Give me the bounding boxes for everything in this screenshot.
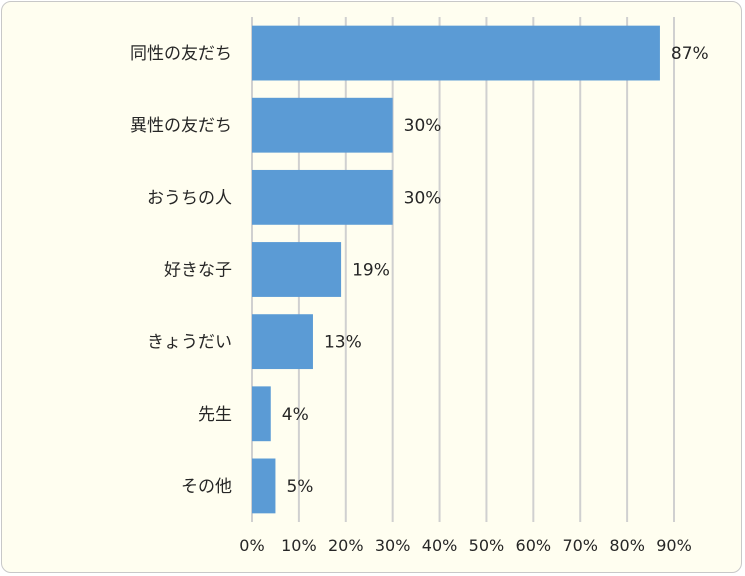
category-label: きょうだい (147, 333, 232, 353)
bar (252, 242, 342, 297)
bar (252, 314, 313, 370)
data-label: 19% (352, 261, 390, 281)
category-label: 好きな子 (164, 261, 232, 281)
category-label: 異性の友だち (130, 116, 232, 136)
data-labels: 87% 30% 30% 19% 13% 4% 5% (282, 44, 709, 497)
x-tick-label: 10% (281, 536, 317, 555)
bars (252, 25, 660, 514)
bar (252, 458, 276, 514)
x-tick-label: 30% (375, 536, 411, 555)
x-tick-label: 50% (469, 536, 505, 555)
data-label: 13% (324, 333, 362, 353)
bar (252, 25, 660, 81)
category-label: 先生 (198, 405, 232, 425)
data-label: 30% (404, 188, 442, 208)
x-tick-label: 40% (422, 536, 458, 555)
category-label: おうちの人 (147, 188, 232, 208)
x-tick-label: 70% (562, 536, 598, 555)
category-label: 同性の友だち (130, 44, 232, 64)
bar (252, 386, 271, 442)
x-axis-tick-labels: 0% 10% 20% 30% 40% 50% 60% 70% 80% 90% (239, 536, 691, 555)
data-label: 30% (404, 116, 442, 136)
x-tick-label: 20% (328, 536, 364, 555)
bar (252, 97, 393, 153)
bar (252, 169, 393, 225)
x-tick-label: 90% (656, 536, 692, 555)
x-tick-label: 0% (239, 536, 264, 555)
data-label: 4% (282, 405, 309, 425)
x-tick-label: 60% (516, 536, 552, 555)
category-label: その他 (181, 477, 232, 497)
data-label: 87% (671, 44, 709, 64)
data-label: 5% (286, 477, 313, 497)
x-tick-label: 80% (609, 536, 645, 555)
